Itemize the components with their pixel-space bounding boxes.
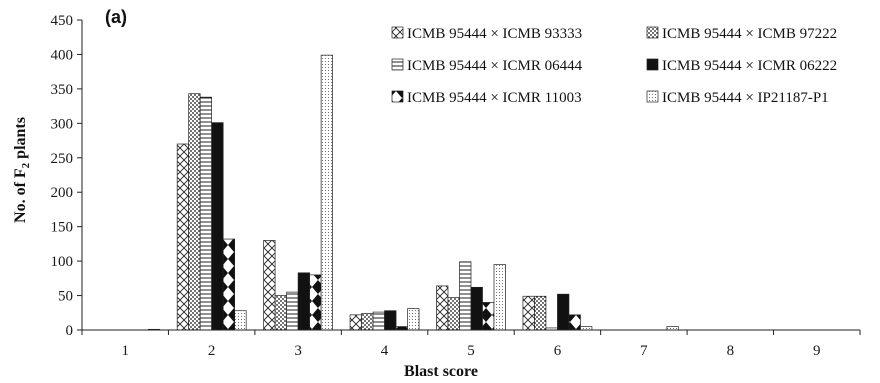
legend-item: ICMB 95444 × IP21187-P1	[646, 90, 829, 106]
y-tick-label: 250	[51, 151, 74, 167]
bar	[234, 310, 247, 331]
bar	[568, 314, 581, 331]
legend-swatch	[391, 90, 404, 103]
bar	[493, 264, 506, 331]
legend-swatch	[391, 26, 404, 39]
legend-item: ICMB 95444 × ICMB 97222	[646, 26, 837, 42]
legend-item: ICMB 95444 × ICMR 06222	[646, 58, 837, 74]
x-tick-label: 7	[640, 343, 648, 359]
bar	[522, 295, 535, 331]
bar	[557, 293, 570, 331]
bar	[320, 54, 333, 331]
bar-series-group	[147, 54, 679, 331]
x-tick-label: 9	[813, 343, 821, 359]
bar	[384, 310, 397, 331]
bar-series	[188, 93, 547, 331]
y-axis-ticks: 0 50 100 150 200 250 300 350 400 450	[51, 13, 82, 339]
y-tick-label: 0	[66, 323, 74, 339]
bar	[188, 93, 201, 331]
y-axis-title-tail: plants	[12, 117, 29, 163]
legend-label: ICMB 95444 × ICMR 06444	[407, 58, 583, 74]
legend-swatch	[646, 90, 659, 103]
bar	[470, 286, 483, 331]
bar	[407, 308, 420, 331]
legend-item: ICMB 95444 × ICMR 06444	[391, 58, 583, 74]
legend: ICMB 95444 × ICMB 93333 ICMB 95444 × ICMB…	[391, 26, 837, 106]
legend-swatch	[391, 58, 404, 71]
y-tick-label: 450	[51, 13, 74, 29]
y-axis-title-subscript: 2	[20, 162, 32, 168]
bar	[349, 314, 362, 331]
bar	[436, 285, 449, 331]
bar	[286, 291, 299, 331]
x-axis-ticks: 1 2 3 4 5 6 7 8 9	[81, 330, 861, 359]
bar	[361, 313, 374, 331]
x-tick-label: 8	[727, 343, 735, 359]
legend-swatch	[646, 58, 659, 71]
bar	[309, 274, 322, 331]
legend-label: ICMB 95444 × ICMB 93333	[407, 26, 582, 42]
bar	[222, 238, 236, 331]
bar	[580, 326, 593, 331]
x-tick-label: 5	[467, 343, 475, 359]
bar	[447, 297, 460, 331]
y-tick-label: 100	[51, 254, 74, 270]
panel-label: (a)	[105, 7, 127, 27]
legend-label: ICMB 95444 × ICMR 06222	[662, 58, 837, 74]
bar	[395, 326, 408, 331]
bar	[263, 240, 276, 331]
x-tick-label: 6	[554, 343, 562, 359]
legend-item: ICMB 95444 × ICMB 93333	[391, 26, 582, 42]
y-tick-label: 300	[51, 116, 74, 132]
x-tick-label: 2	[208, 343, 216, 359]
legend-label: ICMB 95444 × ICMR 11003	[407, 90, 582, 106]
bar	[372, 311, 385, 331]
bar	[459, 261, 472, 331]
legend-label: ICMB 95444 × IP21187-P1	[662, 90, 829, 106]
y-tick-label: 150	[51, 220, 74, 236]
bar	[534, 295, 547, 331]
y-axis-title: No. of F2 plants	[12, 117, 32, 223]
bar	[274, 295, 287, 331]
legend-label: ICMB 95444 × ICMB 97222	[662, 26, 837, 42]
legend-swatch	[646, 26, 659, 39]
bar	[482, 302, 495, 331]
y-tick-label: 400	[51, 47, 74, 63]
bar	[297, 272, 310, 331]
x-tick-label: 3	[294, 343, 302, 359]
y-tick-label: 200	[51, 185, 74, 201]
legend-item: ICMB 95444 × ICMR 11003	[391, 90, 582, 106]
x-tick-label: 1	[121, 343, 129, 359]
bar	[199, 96, 213, 331]
bar	[211, 122, 224, 331]
x-axis-title: Blast score	[404, 363, 478, 380]
y-tick-label: 50	[58, 289, 73, 305]
y-tick-label: 350	[51, 82, 74, 98]
bar	[666, 326, 679, 331]
bar	[176, 143, 190, 331]
y-axis-title-main: No. of F	[12, 168, 29, 223]
x-tick-label: 4	[381, 343, 389, 359]
